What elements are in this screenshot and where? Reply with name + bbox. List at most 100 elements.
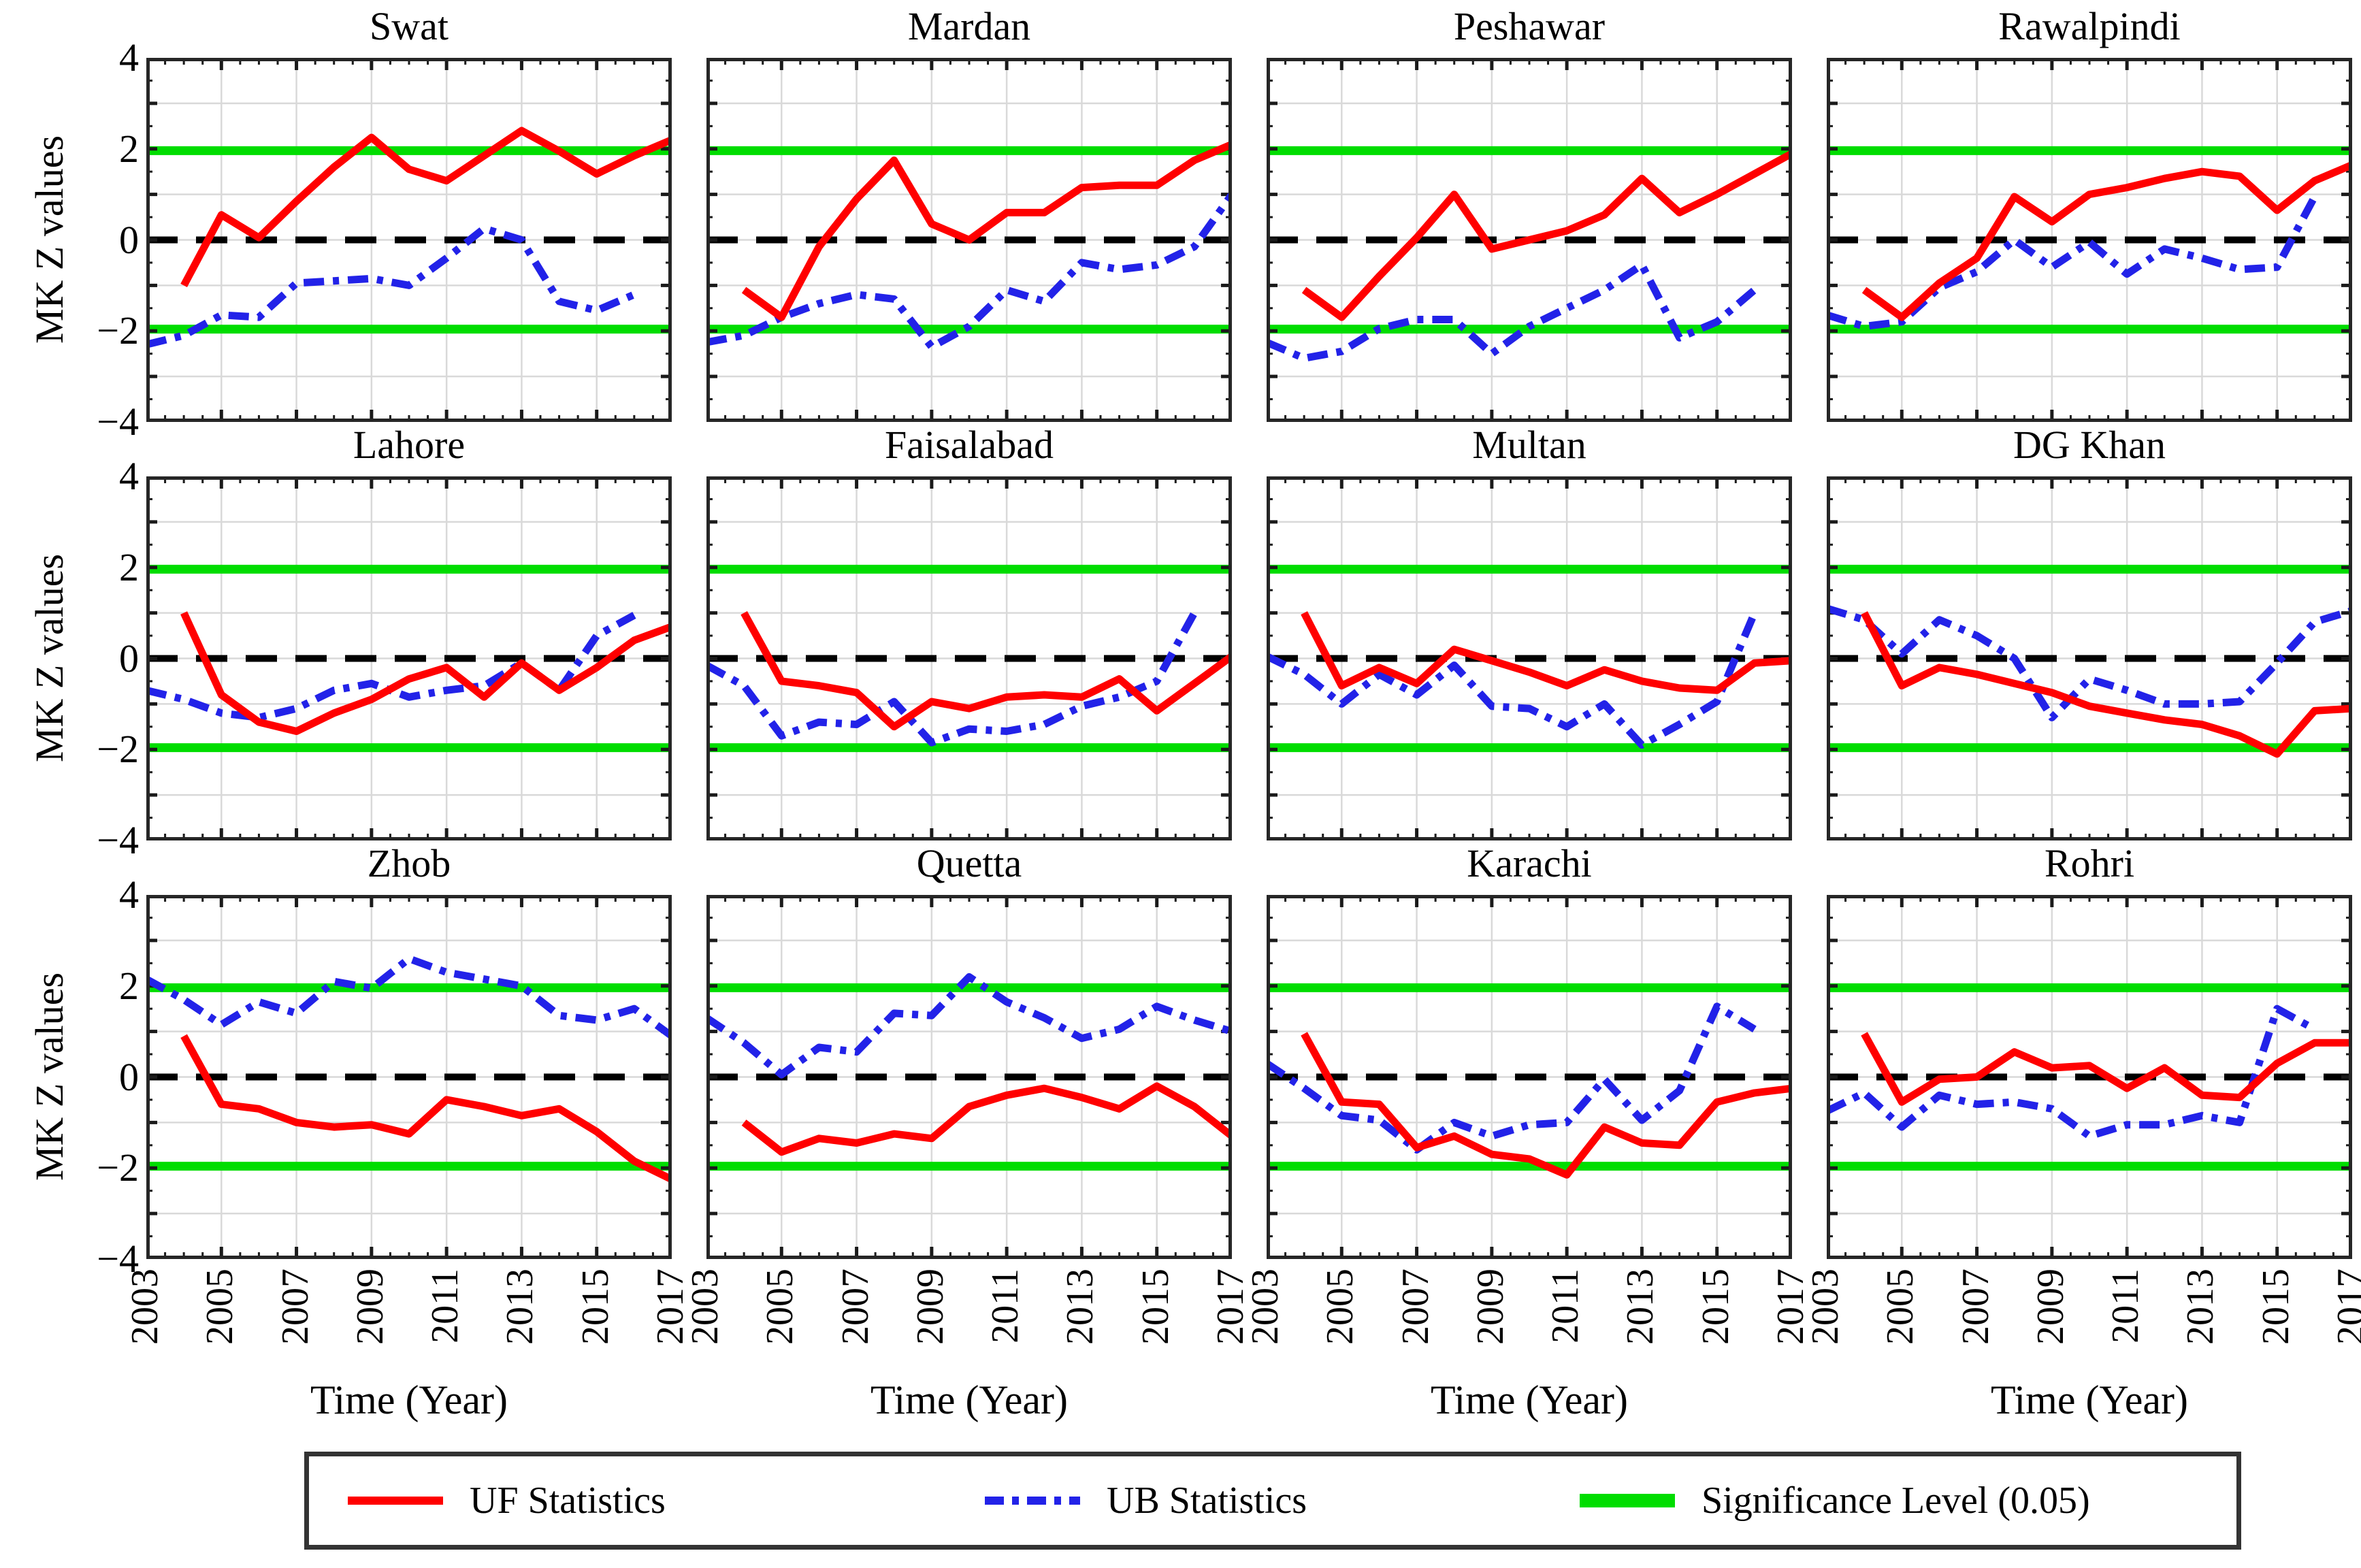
x-tick-label: 2005: [759, 1269, 802, 1345]
ub-line: [1827, 195, 2318, 331]
x-tick-label: 2013: [2179, 1269, 2222, 1345]
y-tick-label: 0: [119, 1054, 139, 1099]
chart-title: Lahore: [353, 423, 466, 467]
y-tick-label: 2: [119, 126, 139, 171]
plot-canvas: [1827, 476, 2352, 840]
x-tick-label: 2003: [124, 1269, 166, 1345]
uf-line: [1301, 150, 1792, 321]
x-tick-label: 2003: [1244, 1269, 1286, 1345]
legend: UF Statistics UB Statistics Significance…: [304, 1452, 2241, 1550]
y-tick-label: 0: [119, 217, 139, 262]
y-tick-label: −4: [97, 399, 139, 444]
x-tick-label: 2005: [1879, 1269, 1922, 1345]
chart-faisalabad: Faisalabad: [706, 423, 1232, 840]
x-tick-label: 2007: [274, 1269, 316, 1345]
y-tick-label: −4: [97, 1237, 139, 1281]
plot-canvas: [1827, 58, 2352, 422]
uf-line: [1861, 161, 2352, 321]
plot-border: [146, 58, 672, 422]
ub-line: [146, 612, 636, 721]
ub-line: [1827, 604, 2352, 721]
chart-title: Peshawar: [1453, 4, 1606, 48]
uf-line: [180, 611, 672, 735]
x-axis-title: Time (Year): [870, 1377, 1069, 1422]
chart-karachi: Karachi: [1267, 842, 1792, 1259]
plot-canvas: [706, 895, 1232, 1259]
plot-canvas: [1827, 895, 2352, 1259]
x-tick-label: 2007: [1394, 1269, 1437, 1345]
y-tick-label: −2: [97, 727, 139, 772]
x-tick-label: 2003: [1804, 1269, 1846, 1345]
y-tick-label: 4: [119, 35, 139, 80]
y-axis-title: MK Z values: [27, 135, 71, 344]
chart-lahore: Lahore: [146, 423, 672, 840]
chart-title: Faisalabad: [884, 423, 1054, 467]
plot-canvas: [1267, 476, 1792, 840]
y-tick-label: 4: [119, 872, 139, 917]
legend-item-significance: Significance Level (0.05): [1576, 1456, 2090, 1545]
y-tick-label: 0: [119, 636, 139, 681]
plot-border: [1267, 476, 1792, 840]
chart-rohri: Rohri: [1827, 842, 2352, 1259]
plot-canvas: [706, 58, 1232, 422]
x-tick-label: 2015: [574, 1269, 617, 1345]
x-tick-label: 2011: [1544, 1269, 1587, 1343]
ub-line: [146, 225, 636, 348]
ub-line: [1267, 261, 1757, 362]
legend-item-uf: UF Statistics: [344, 1456, 666, 1545]
y-tick-label: 2: [119, 963, 139, 1008]
legend-item-ub: UB Statistics: [981, 1456, 1307, 1545]
ub-line-sample: [985, 1497, 1080, 1505]
x-tick-label: 2009: [909, 1269, 951, 1345]
chart-rawalpindi: Rawalpindi: [1827, 5, 2352, 422]
uf-line: [180, 1034, 672, 1183]
chart-title: DG Khan: [2013, 423, 2166, 467]
x-axis-title: Time (Year): [1990, 1377, 2189, 1422]
plot-border: [706, 476, 1232, 840]
y-axis-row-3: 4 2 0 −2 −4: [0, 875, 144, 1279]
uf-line: [1301, 611, 1792, 694]
y-axis-row-2: 4 2 0 −2 −4: [0, 456, 144, 861]
x-tick-label: 2009: [348, 1269, 391, 1345]
plot-canvas: [146, 58, 672, 422]
chart-quetta: Quetta: [706, 842, 1232, 1259]
y-tick-label: 2: [119, 544, 139, 589]
plot-border: [1267, 895, 1792, 1259]
x-tick-label: 2013: [1059, 1269, 1102, 1345]
y-tick-label: −2: [97, 1145, 139, 1190]
x-tick-label: 2009: [1469, 1269, 1512, 1345]
ub-line: [1267, 1002, 1757, 1154]
x-tick-label: 2011: [424, 1269, 467, 1343]
uf-line: [1861, 1032, 2352, 1106]
chart-swat: Swat: [146, 5, 672, 422]
chart-title: Swat: [370, 4, 449, 48]
x-tick-label: 2011: [984, 1269, 1027, 1343]
plot-border: [706, 895, 1232, 1259]
x-axis-title: Time (Year): [1430, 1377, 1629, 1422]
ub-line: [706, 192, 1232, 351]
plot-border: [706, 58, 1232, 422]
x-tick-label: 2005: [199, 1269, 242, 1345]
uf-line: [741, 1082, 1232, 1156]
plot-canvas: [146, 895, 672, 1259]
y-axis-title: MK Z values: [27, 972, 71, 1181]
ub-line: [706, 610, 1198, 747]
ub-line: [146, 955, 672, 1039]
chart-zhob: Zhob: [146, 842, 672, 1259]
legend-label-uf: UF Statistics: [470, 1480, 666, 1522]
y-tick-label: −4: [97, 818, 139, 862]
plot-canvas: [146, 476, 672, 840]
chart-title: Mardan: [907, 4, 1031, 48]
chart-title: Zhob: [367, 841, 451, 885]
plot-border: [1827, 476, 2352, 840]
plot-canvas: [1267, 895, 1792, 1259]
x-tick-label: 2017: [2330, 1269, 2361, 1345]
uf-line-sample: [348, 1497, 443, 1505]
y-tick-label: 4: [119, 454, 139, 498]
x-tick-label: 2005: [1319, 1269, 1362, 1345]
chart-title: Quetta: [916, 841, 1022, 885]
chart-title: Karachi: [1467, 841, 1592, 885]
plot-border: [1827, 58, 2352, 422]
chart-title: Multan: [1472, 423, 1586, 467]
y-axis-title: MK Z values: [27, 553, 71, 763]
